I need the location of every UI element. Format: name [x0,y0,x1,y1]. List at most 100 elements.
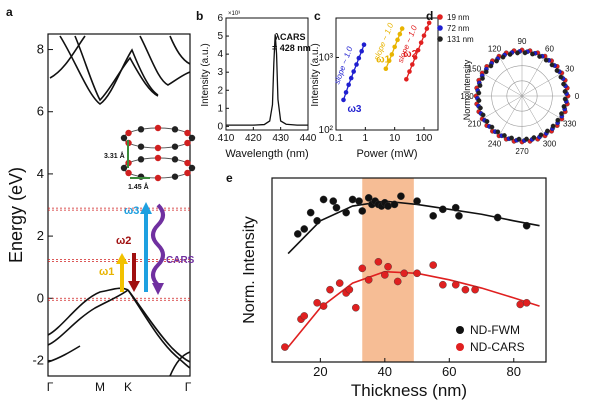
polar-point [531,135,537,140]
polar-point [543,57,549,63]
data-point [386,58,392,64]
atoms [120,124,196,182]
band-curve [59,35,159,105]
ytick-label: 4 [217,49,223,60]
ytick-label: 0 [217,121,223,132]
atom [120,134,128,142]
angle-label: 330 [563,120,577,129]
kpoint-label: Γ [185,380,192,394]
cars-arrow-head [152,283,164,295]
panel-b-ticks: 410 420 430 440 0 1 2 3 4 5 6 [217,13,316,144]
ytick-label: 2 [37,228,44,243]
panel-a-label: a [6,5,13,19]
bond-label: 1.45 Å [128,182,149,191]
ytick-label: 1 [217,103,223,114]
panel-e-frame [271,177,547,363]
data-point [407,69,412,74]
data-point [410,62,415,67]
polar-point [476,98,482,103]
data-point [516,300,525,309]
band-curve [47,289,129,346]
data-point [451,203,460,212]
data-point [522,298,531,307]
polar-point [516,136,522,142]
data-point [439,280,447,289]
xtick-label: 430 [272,133,289,144]
polar-point [502,133,507,138]
data-point [381,271,389,279]
ytick-label: 0 [37,290,44,305]
angle-label: 120 [488,44,502,53]
xtick-label: 10 [389,133,401,144]
polar-point [550,123,556,129]
series-name-label: ω3 [347,104,361,115]
data-point [384,202,392,210]
angle-label: 180 [460,92,474,101]
data-point [319,195,328,204]
polar-point [558,74,564,80]
polar-grid-spoke [521,95,562,120]
panel-c-ylabel: Intensity (a.u.) [310,43,321,106]
data-point [343,90,349,95]
panel-b-annotation-line2: = 428 nm [272,43,311,53]
data-point [364,276,373,284]
data-point [397,31,403,37]
data-point [300,225,309,233]
ytick-label: 6 [37,104,44,119]
data-point [351,69,356,74]
polar-point [488,63,494,69]
panel-e-legend: ND-FWM ND-CARS [456,323,525,354]
polar-point [559,111,564,116]
atom [154,124,162,132]
data-point [439,205,447,214]
polar-point [562,89,568,94]
kpoint-label: K [124,380,132,394]
polar-grid-spoke [498,56,523,97]
polar-grid-spoke [521,56,546,97]
atom [125,129,132,137]
xtick-label: 440 [300,133,317,144]
angle-label: 60 [545,44,554,53]
panel-e-label: e [226,171,233,185]
panel-b-spectrum-line [226,34,308,126]
data-point [332,203,341,212]
kpoint-label: M [95,380,105,394]
panel-c-points [341,20,432,103]
data-point [421,33,427,38]
legend-marker [456,326,464,334]
legend-label: 19 nm [447,13,470,22]
polar-point [537,54,542,59]
data-point [522,221,531,230]
xtick-label: 100 [416,133,433,144]
polar-point [476,90,482,96]
atom [125,169,132,177]
atom [184,129,191,137]
legend-marker [456,343,464,351]
data-point [404,76,409,82]
data-point [352,303,360,312]
atom [188,164,196,172]
data-point [319,302,328,310]
data-point [400,269,408,278]
cars-wavy-arrow [151,203,165,287]
legend-label: 72 nm [447,24,470,33]
xtick-label: 60 [442,364,456,379]
data-point [389,52,395,57]
polar-point [489,124,495,130]
data-point [393,277,402,286]
ytick-label: 6 [217,13,223,24]
panel-c-xlabel: Power (mW) [356,148,417,160]
legend-marker [437,25,443,31]
data-point [426,20,432,26]
band-curve [127,289,191,369]
atom [120,164,128,172]
polar-point [561,104,567,109]
panel-a-frame [47,33,191,377]
xtick-label: 420 [245,133,262,144]
polar-point [538,132,544,138]
data-point [395,37,400,43]
data-point [413,269,421,278]
atom [171,156,179,163]
ytick-label: 10² [319,125,334,136]
panel-d: d Norm. Intensity 19 nm 72 nm 131 nm 0 30 60… [426,9,580,156]
